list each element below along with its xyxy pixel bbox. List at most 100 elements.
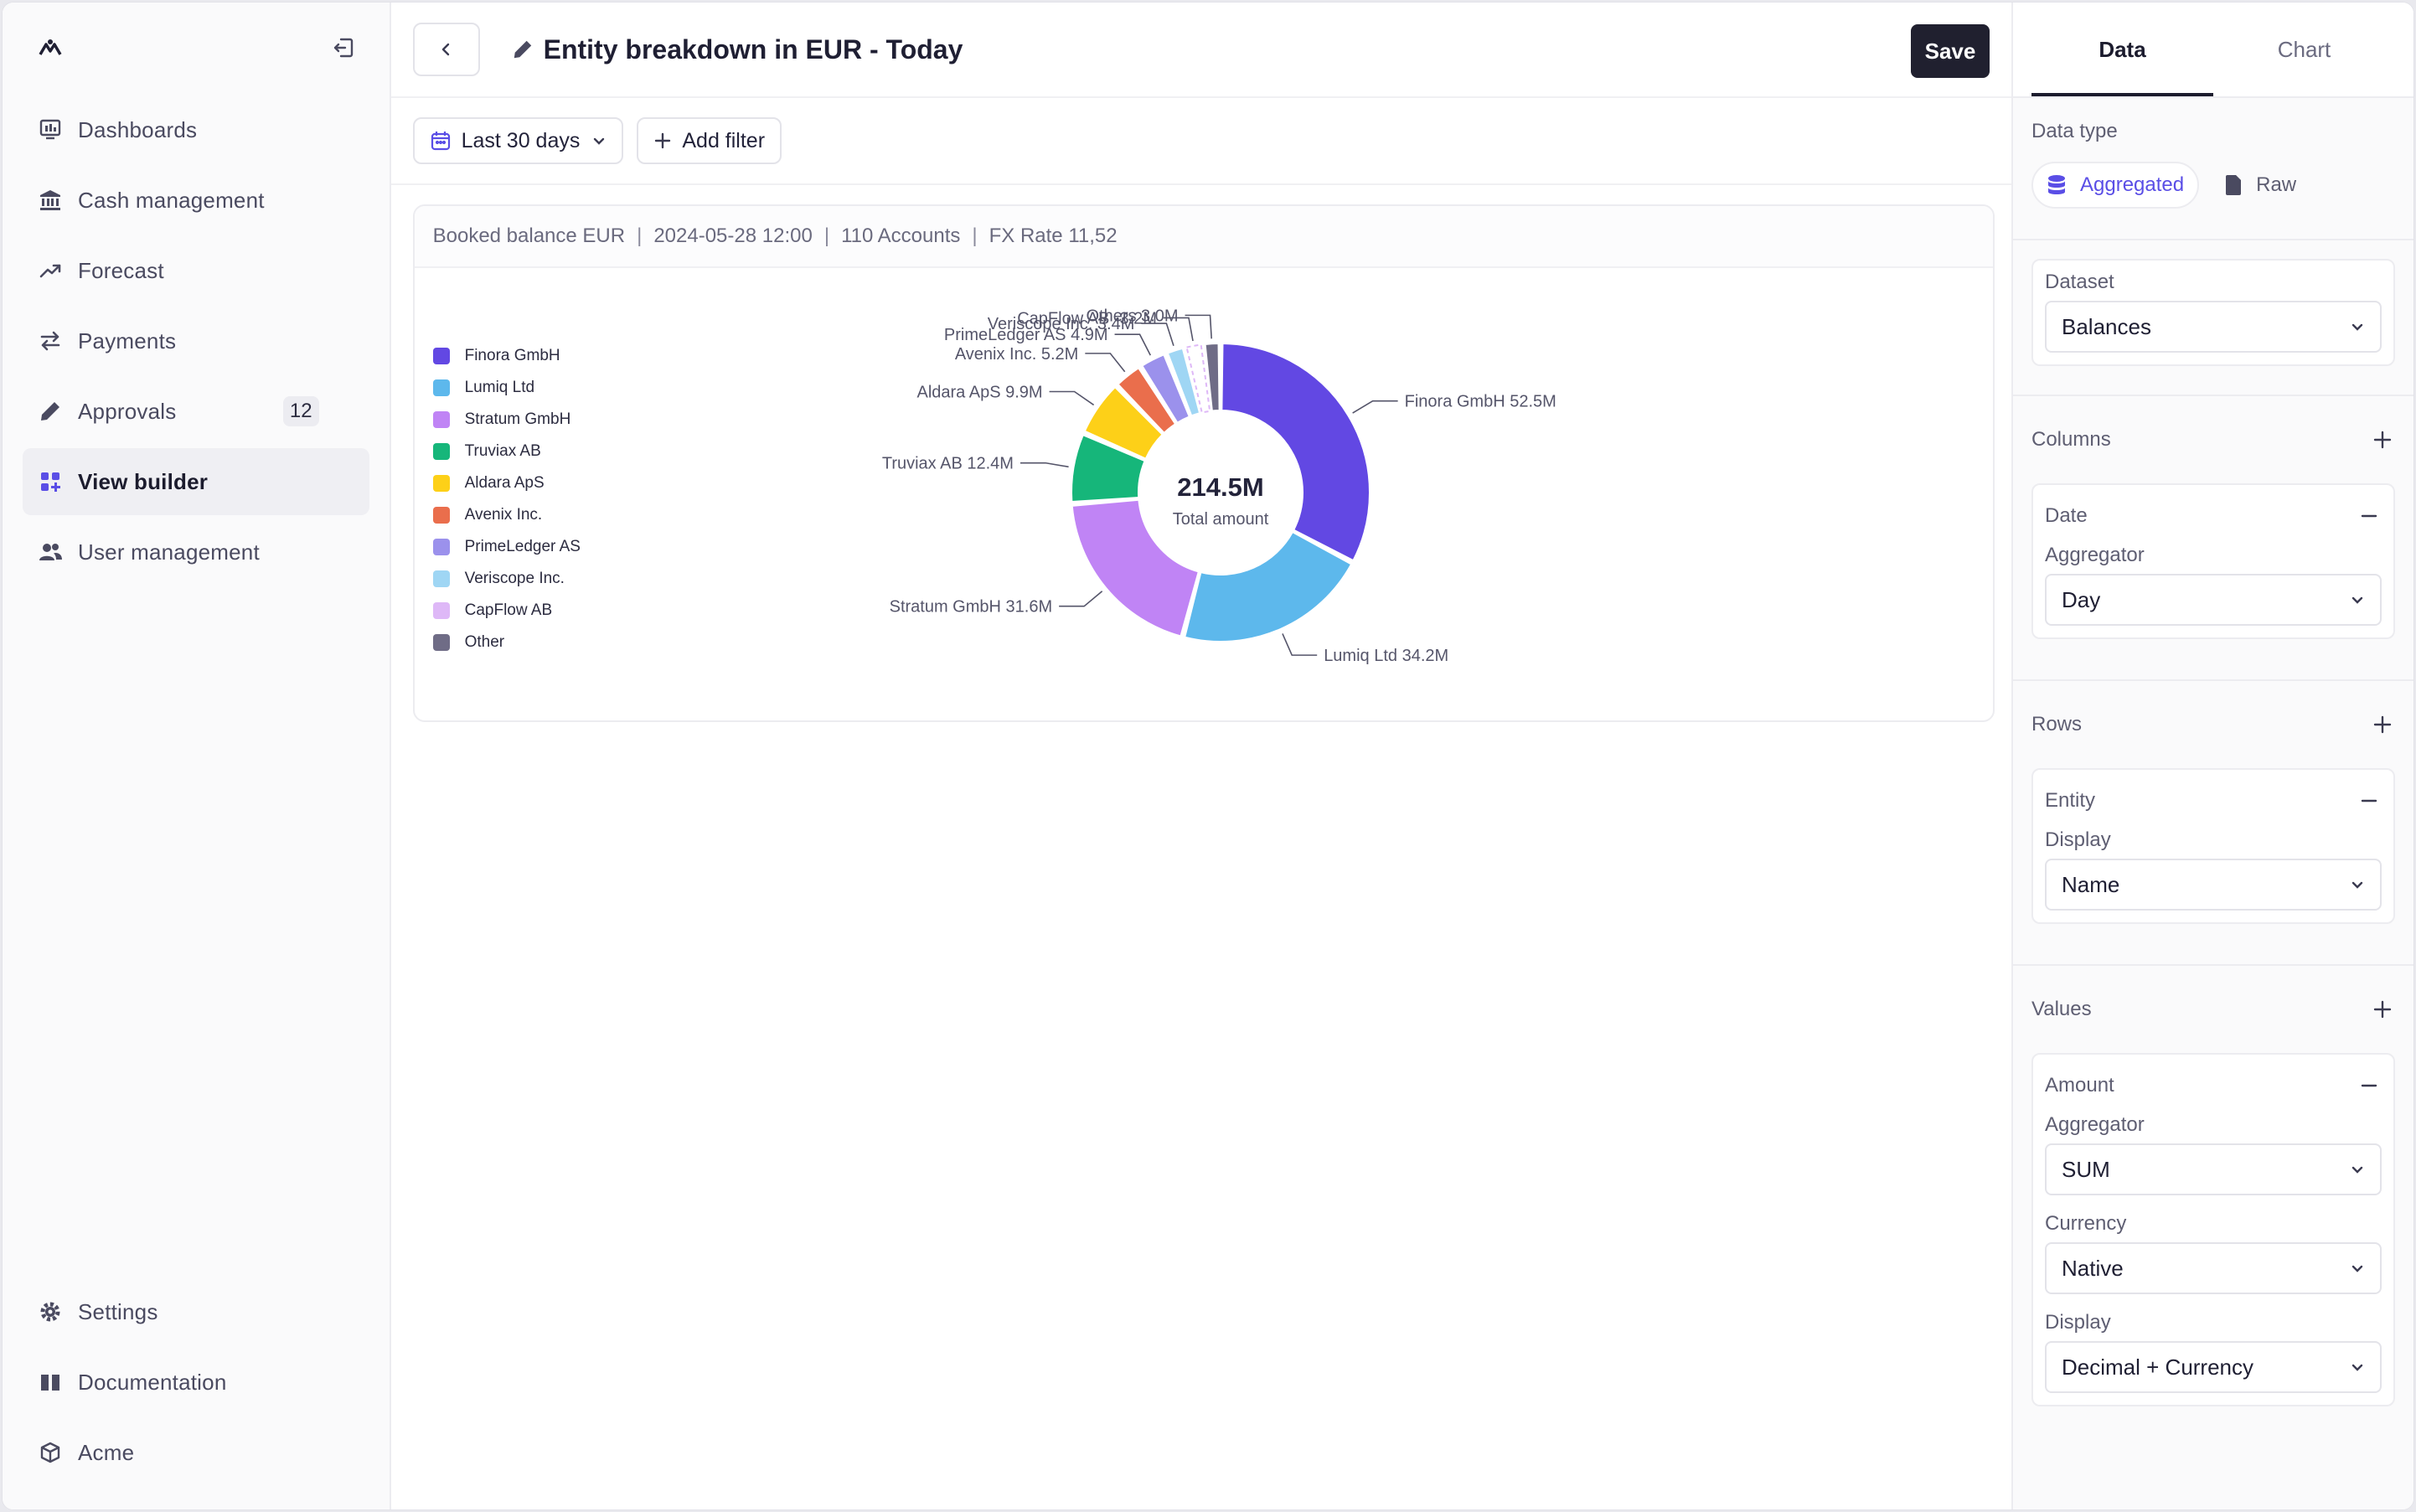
raw-label: Raw [2256,173,2297,196]
sidebar-item-dashboards[interactable]: Dashboards [23,96,369,163]
sidebar-item-view-builder[interactable]: View builder [23,448,369,515]
legend-item[interactable]: Finora GmbH [432,340,581,372]
sidebar-item-label: Approvals [78,398,177,424]
donut-slice[interactable] [1071,498,1200,637]
slice-label: Aldara ApS 9.9M [916,383,1042,401]
slice-label: PrimeLedger AS 4.9M [944,326,1108,344]
legend-item[interactable]: PrimeLedger AS [432,531,581,563]
remove-row-icon[interactable] [2357,788,2382,813]
donut-slice[interactable] [1220,343,1371,562]
column-aggregator-value: Day [2062,586,2101,612]
legend-label: Veriscope Inc. [464,570,565,587]
legend-item[interactable]: Other [432,627,581,658]
donut-slice[interactable] [1204,343,1221,412]
sidebar-item-acme[interactable]: Acme [23,1419,369,1486]
leader-line [1114,333,1151,356]
value-currency-label: Currency [2045,1212,2127,1235]
legend-label: Avenix Inc. [464,506,543,524]
remove-value-icon[interactable] [2357,1073,2382,1098]
donut-slice[interactable] [1183,531,1352,642]
chart-card: Booked balance EUR | 2024-05-28 12:00 | … [412,204,1995,722]
legend-item[interactable]: Aldara ApS [432,467,581,499]
legend-label: CapFlow AB [464,601,553,619]
collapse-sidebar-icon[interactable] [331,35,356,65]
data-type-aggregated[interactable]: Aggregated [2031,162,2200,209]
chart-meta-bar: Booked balance EUR | 2024-05-28 12:00 | … [414,206,1993,268]
sidebar-item-cash-management[interactable]: Cash management [23,167,369,234]
slice-label: CapFlow AB -3.2M [1017,309,1157,328]
edit-title-icon[interactable] [512,39,534,60]
legend-item[interactable]: Veriscope Inc. [432,563,581,595]
grid-plus-icon [38,469,63,494]
sidebar-item-payments[interactable]: Payments [23,307,369,374]
legend-item[interactable]: Stratum GmbH [432,404,581,436]
legend-label: Lumiq Ltd [464,379,535,396]
donut-slice[interactable] [1166,347,1200,417]
legend-item[interactable]: Truviax AB [432,436,581,467]
leader-line [1141,323,1174,346]
chevron-down-icon [2351,1265,2363,1272]
data-type-label: Data type [2031,120,2118,142]
chevron-down-icon [594,137,605,145]
donut-slice[interactable] [1070,434,1146,503]
logo-icon [38,38,63,62]
sidebar-item-documentation[interactable]: Documentation [23,1349,369,1416]
add-column-icon[interactable] [2370,427,2395,452]
back-button[interactable] [412,23,480,76]
value-aggregator-select[interactable]: SUM [2045,1143,2382,1195]
legend-swatch [432,443,450,460]
tab-data[interactable]: Data [2031,3,2213,96]
add-filter-label: Add filter [682,128,766,152]
donut-slice[interactable] [1117,367,1176,434]
column-aggregator-select[interactable]: Day [2045,574,2382,626]
date-range-picker[interactable]: Last 30 days [412,117,624,164]
legend-swatch [432,475,450,492]
row-display-select[interactable]: Name [2045,859,2382,911]
legend-label: Other [464,633,505,651]
tab-chart[interactable]: Chart [2277,36,2331,62]
row-display-value: Name [2062,871,2120,897]
title-wrap[interactable]: Entity breakdown in EUR - Today [512,34,963,65]
leader-line [1084,353,1125,373]
legend-item[interactable]: CapFlow AB [432,595,581,627]
sidebar-item-label: Forecast [78,257,164,283]
legend-item[interactable]: Lumiq Ltd [432,372,581,404]
chevron-down-icon [2351,1364,2363,1371]
chart-legend: Finora GmbH Lumiq Ltd Stratum GmbH Truviax … [432,340,581,658]
slice-label: Lumiq Ltd 34.2M [1324,647,1448,665]
date-range-label: Last 30 days [461,128,581,152]
save-button[interactable]: Save [1911,24,1990,78]
add-filter-button[interactable]: Add filter [637,117,782,164]
sidebar-item-label: Acme [78,1439,135,1465]
value-currency-select[interactable]: Native [2045,1242,2382,1294]
donut-slice[interactable] [1083,386,1164,460]
transfer-icon [38,328,63,353]
value-name: Amount [2045,1074,2114,1097]
sidebar-item-forecast[interactable]: Forecast [23,237,369,304]
legend-swatch [432,379,450,396]
row-display-label: Display [2045,828,2111,851]
sidebar-item-settings[interactable]: Settings [23,1278,369,1345]
value-display-select[interactable]: Decimal + Currency [2045,1341,2382,1393]
data-type-raw[interactable]: Raw [2211,162,2310,209]
legend-swatch [432,348,450,364]
donut-chart: Finora GmbH 52.5M Lumiq Ltd 34.2M Stratum … [881,307,1556,665]
leader-line [1163,317,1194,342]
legend-item[interactable]: Avenix Inc. [432,499,581,531]
dataset-select[interactable]: Balances [2045,301,2382,353]
add-value-icon[interactable] [2370,997,2395,1022]
remove-column-icon[interactable] [2357,503,2382,529]
sidebar-item-user-management[interactable]: User management [23,519,369,586]
donut-slice[interactable] [1140,353,1190,424]
sidebar-item-approvals[interactable]: Approvals 12 [23,378,369,445]
chevron-down-icon [2351,881,2363,889]
row-entity-box: Entity Display Name [2031,768,2395,924]
columns-header: Columns [2031,396,2395,483]
total-amount-label: Total amount [1172,510,1268,529]
legend-swatch [432,570,450,587]
leader-line [1351,400,1398,414]
add-row-icon[interactable] [2370,712,2395,737]
value-amount-header: Amount [2045,1065,2382,1107]
cube-icon [38,1440,63,1465]
dataset-label: Dataset [2045,271,2114,293]
